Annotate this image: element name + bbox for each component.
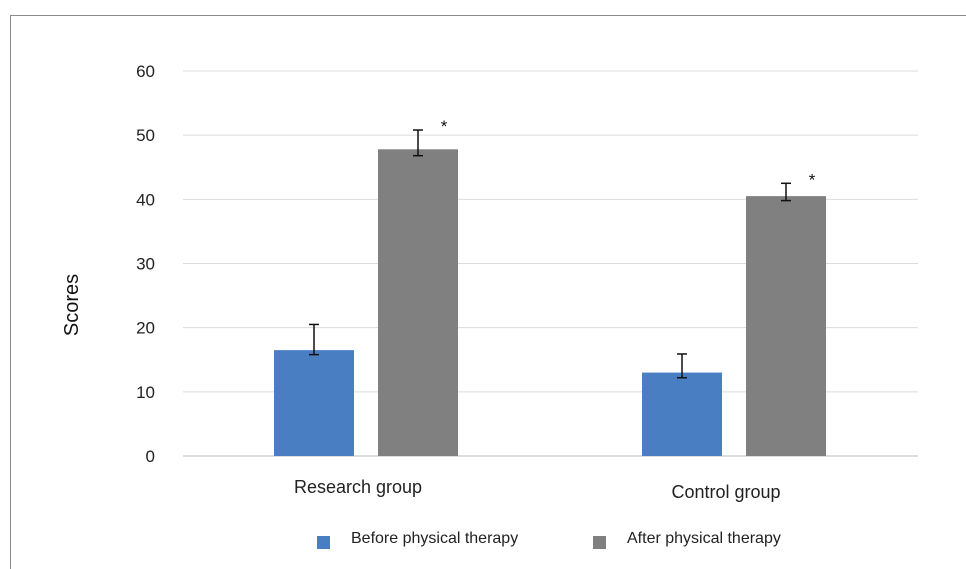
significance-markers: ** (441, 117, 816, 189)
category-label: Control group (671, 482, 780, 502)
y-tick-label: 30 (136, 255, 155, 274)
significance-star: * (441, 117, 448, 136)
chart-frame (10, 15, 966, 569)
bar-before-control (642, 372, 722, 456)
category-labels: Research group Control group (294, 477, 781, 502)
y-axis-label: Scores (61, 274, 83, 336)
legend-swatch (593, 536, 606, 549)
bar-after-control (746, 196, 826, 456)
y-tick-label: 0 (146, 447, 155, 466)
y-tick-label: 20 (136, 319, 155, 338)
bars (274, 149, 826, 457)
y-tick-label: 50 (136, 126, 155, 145)
bar-after-research (378, 149, 458, 457)
legend-label: After physical therapy (627, 530, 781, 547)
legend-label: Before physical therapy (351, 530, 518, 547)
category-label: Research group (294, 477, 422, 497)
significance-star: * (809, 170, 816, 189)
error-bars (309, 129, 791, 379)
y-axis-ticks: 0 10 20 30 40 50 60 (136, 62, 155, 466)
y-tick-label: 10 (136, 383, 155, 402)
legend-swatch (317, 536, 330, 549)
y-tick-label: 40 (136, 190, 155, 209)
legend: Before physical therapy After physical th… (317, 530, 781, 549)
bar-before-research (274, 350, 354, 456)
y-tick-label: 60 (136, 62, 155, 81)
